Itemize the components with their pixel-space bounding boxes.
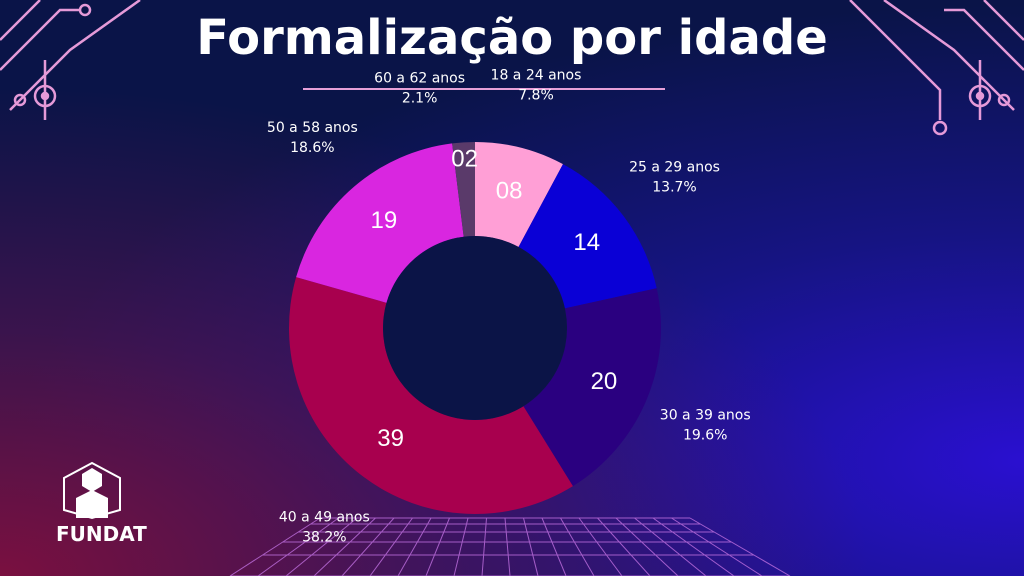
grid-line [615, 517, 679, 576]
grid-line [671, 517, 763, 576]
logo-name: FUNDAT [56, 522, 147, 546]
percent-label: 7.8% [518, 88, 554, 104]
category-label: 18 a 24 anos [491, 68, 582, 84]
grid-line [578, 517, 623, 576]
category-label: 50 a 58 anos [267, 120, 358, 136]
grid-line [597, 517, 651, 576]
perspective-grid-decoration [229, 517, 791, 576]
page-title: Formalização por idade [196, 10, 828, 66]
grid-line [313, 517, 376, 576]
grid-line [397, 517, 432, 576]
donut-slice [523, 288, 661, 487]
grid-line [341, 517, 395, 576]
grid-line [453, 517, 469, 576]
grid-line [504, 517, 511, 576]
donut-slice [296, 143, 464, 303]
grid-line [523, 517, 539, 576]
grid-line [560, 517, 595, 576]
percent-label: 38.2% [302, 530, 346, 546]
grid-line [285, 517, 358, 576]
grid-line [634, 517, 707, 576]
circuit-left-decoration [0, 0, 141, 120]
title-divider [303, 88, 665, 90]
grid-line [652, 517, 735, 576]
slice-value-label: 14 [573, 229, 600, 256]
category-label: 25 a 29 anos [629, 159, 720, 175]
percent-label: 19.6% [683, 427, 727, 443]
slice-value-label: 02 [451, 146, 478, 173]
donut-slice [475, 142, 563, 247]
slice-value-label: 20 [591, 368, 618, 395]
category-label: 40 a 49 anos [279, 510, 370, 526]
slice-value-label: 08 [496, 178, 523, 205]
grid-line [369, 517, 413, 576]
percent-label: 13.7% [652, 179, 696, 195]
category-label: 30 a 39 anos [660, 407, 751, 423]
logo-icon [63, 461, 121, 520]
grid-line [229, 517, 321, 576]
grid-line [481, 517, 487, 576]
grid-line [257, 517, 339, 576]
grid-line [541, 517, 567, 576]
category-label: 60 a 62 anos [374, 70, 465, 86]
slice-value-label: 39 [377, 425, 404, 452]
donut-hole [383, 236, 567, 420]
percent-label: 18.6% [290, 140, 334, 156]
donut-slice [518, 164, 657, 309]
fundat-logo: FUNDAT [56, 460, 147, 546]
percent-label: 2.1% [402, 90, 438, 106]
donut-slice [452, 142, 475, 237]
circuit-right-decoration [849, 0, 1024, 136]
grid-line [425, 517, 450, 576]
donut-slice [288, 277, 573, 514]
slice-value-label: 19 [371, 207, 398, 234]
grid-line [689, 517, 791, 576]
